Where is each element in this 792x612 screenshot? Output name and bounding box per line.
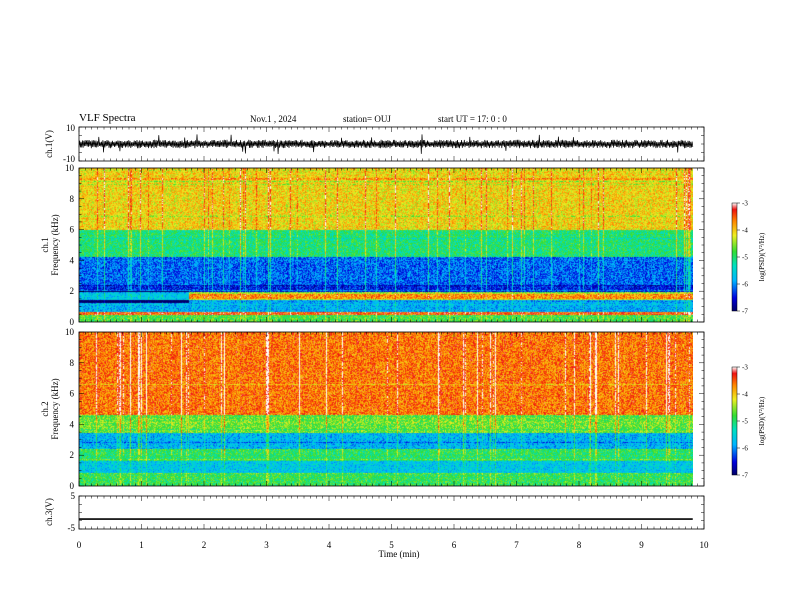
ch1-spectrogram-yticks: 0 2 4 6 8 10 — [65, 163, 704, 327]
date-label: Nov.1 , 2024 — [250, 114, 297, 124]
y-tick-label: 4 — [70, 419, 75, 429]
ch3-waveform-panel: 5 -5 ch.3(V) — [44, 491, 705, 533]
ch1-spectrogram-ylabel: Frequency (kHz) — [50, 214, 60, 275]
ch1-colorbar-label: log(PSD)(V²/Hz) — [758, 232, 766, 281]
y-tick-label: 6 — [70, 389, 75, 399]
y-tick-label: 0 — [70, 481, 75, 491]
x-tick-label: 1 — [139, 540, 144, 550]
station-label: station= OUJ — [343, 114, 391, 124]
x-tick-label: 2 — [202, 540, 207, 550]
ch2-colorbar-label: log(PSD)(V²/Hz) — [758, 396, 766, 445]
y-tick-label: 2 — [70, 286, 75, 296]
ch1-waveform-path — [78, 134, 694, 155]
time-axis-label: Time (min) — [379, 549, 420, 559]
ch1-waveform-trace — [78, 134, 694, 155]
x-tick-label: 4 — [327, 540, 332, 550]
x-tick-label: 9 — [639, 540, 644, 550]
colorbar-tick-label: -7 — [742, 472, 748, 480]
time-axis-ticks — [78, 126, 705, 530]
colorbar-tick-label: -4 — [742, 227, 748, 235]
ch1-spectrogram-panel: 0 2 4 6 8 10 ch.1 Frequency (kHz) — [40, 163, 705, 327]
ch1-spectrogram-channel-label: ch.1 — [40, 237, 50, 252]
x-tick-label: 7 — [514, 540, 519, 550]
y-tick-label: 6 — [70, 225, 75, 235]
ch1-ytick-bottom: -10 — [63, 154, 75, 164]
ch2-colorbar: -3 -4 -5 -6 -7 log(PSD)(V²/Hz) — [731, 364, 766, 480]
x-tick-label: 0 — [77, 540, 82, 550]
ch2-spectrogram-ylabel: Frequency (kHz) — [50, 378, 60, 439]
y-tick-label: 8 — [70, 194, 75, 204]
x-tick-label: 10 — [700, 540, 710, 550]
colorbar-tick-label: -3 — [742, 200, 748, 208]
colorbar-tick-label: -5 — [742, 254, 748, 262]
x-tick-label: 5 — [389, 540, 394, 550]
ch3-waveform-ylabel: ch.3(V) — [44, 498, 54, 526]
ch1-colorbar: -3 -4 -5 -6 -7 log(PSD)(V²/Hz) — [731, 200, 766, 316]
ch3-ytick-top: 5 — [71, 491, 76, 501]
ch1-spectrogram-image — [79, 168, 693, 322]
y-tick-label: 0 — [70, 317, 75, 327]
ch2-spectrogram-channel-label: ch.2 — [40, 401, 50, 416]
y-tick-label: 10 — [65, 163, 75, 173]
x-tick-label: 3 — [264, 540, 269, 550]
figure-title: VLF Spectra — [79, 112, 136, 124]
time-axis-tick-labels: 0 1 2 3 4 5 6 7 8 9 10 — [77, 540, 709, 550]
ch2-spectrogram-yticks: 0 2 4 6 8 10 — [65, 327, 704, 491]
ch1-colorbar-gradient — [731, 202, 738, 312]
y-tick-label: 2 — [70, 450, 75, 460]
colorbar-tick-label: -6 — [742, 281, 748, 289]
colorbar-tick-label: -7 — [742, 308, 748, 316]
ch1-waveform-ylabel: ch.1(V) — [44, 130, 54, 158]
colorbar-tick-label: -4 — [742, 391, 748, 399]
ch1-waveform-panel: 10 -10 ch.1(V) — [44, 123, 705, 164]
y-tick-label: 4 — [70, 255, 75, 265]
x-tick-label: 8 — [577, 540, 582, 550]
ch1-colorbar-ticks: -3 -4 -5 -6 -7 — [737, 200, 748, 316]
colorbar-tick-label: -3 — [742, 364, 748, 372]
y-tick-label: 8 — [70, 358, 75, 368]
ch2-colorbar-gradient — [731, 366, 738, 476]
ch2-spectrogram-image — [79, 332, 693, 486]
colorbar-tick-label: -6 — [742, 445, 748, 453]
start-time-label: start UT = 17: 0 : 0 — [438, 114, 507, 124]
ch3-ytick-bottom: -5 — [68, 523, 76, 533]
ch2-spectrogram-panel: 0 2 4 6 8 10 ch.2 Frequency (kHz) — [40, 327, 705, 491]
x-tick-label: 6 — [452, 540, 457, 550]
ch1-ytick-top: 10 — [66, 123, 76, 133]
y-tick-label: 10 — [65, 327, 75, 337]
ch2-colorbar-ticks: -3 -4 -5 -6 -7 — [737, 364, 748, 480]
colorbar-tick-label: -5 — [742, 418, 748, 426]
